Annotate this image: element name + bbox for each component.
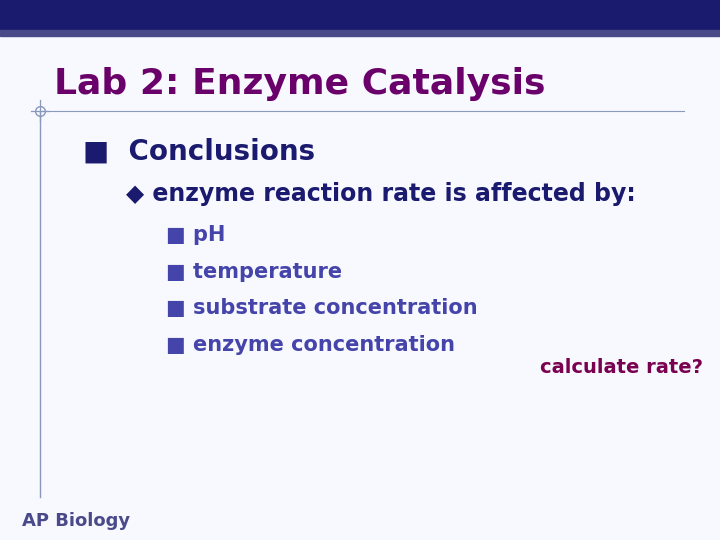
Text: ■ temperature: ■ temperature [166, 261, 342, 282]
Bar [0, 30, 720, 36]
Text: ■ pH: ■ pH [166, 225, 225, 245]
Bar [0, 0, 720, 30]
Text: ◆ enzyme reaction rate is affected by:: ◆ enzyme reaction rate is affected by: [126, 183, 636, 206]
Text: ■  Conclusions: ■ Conclusions [83, 137, 315, 165]
Text: ■ substrate concentration: ■ substrate concentration [166, 298, 477, 319]
Text: Lab 2: Enzyme Catalysis: Lab 2: Enzyme Catalysis [54, 67, 546, 100]
Text: AP Biology: AP Biology [22, 512, 130, 530]
Text: ■ enzyme concentration: ■ enzyme concentration [166, 335, 454, 355]
Text: calculate rate?: calculate rate? [540, 358, 703, 377]
